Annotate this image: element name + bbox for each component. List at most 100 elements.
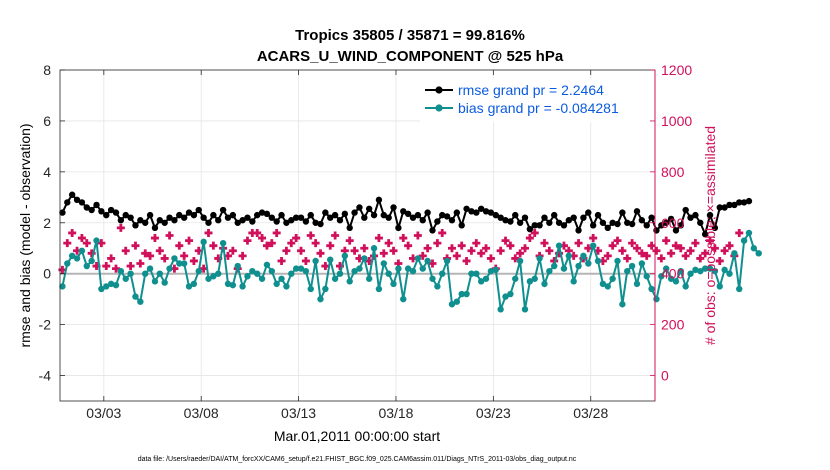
obs-assimilated-point [223, 251, 232, 260]
chart-title-line1: Tropics 35805 / 35871 = 99.816% [295, 27, 525, 44]
bias-point [356, 265, 363, 272]
obs-assimilated-point [126, 262, 135, 271]
x-tick-label: 03/03 [86, 405, 121, 421]
rmse-point [215, 217, 222, 224]
bias-point [609, 275, 616, 282]
rmse-point [278, 211, 285, 219]
obs-assimilated-point [253, 228, 262, 237]
bias-point [229, 281, 237, 289]
bias-point [721, 266, 728, 274]
x-tick-label: 03/18 [378, 405, 413, 421]
rmse-point [331, 211, 339, 219]
rmse-point [268, 214, 276, 221]
bias-point [249, 267, 256, 275]
rmse-point [692, 211, 699, 219]
bias-point [292, 265, 300, 272]
rmse-point [453, 209, 461, 216]
obs-assimilated-point [423, 244, 432, 253]
legend-box [420, 78, 650, 122]
rmse-point [205, 219, 212, 226]
rmse-point [736, 199, 743, 206]
obs-assimilated-point [365, 256, 374, 265]
x-tick-label: 03/28 [573, 405, 608, 421]
obs-assimilated-point [306, 231, 315, 240]
rmse-point [234, 219, 241, 226]
rmse-point [409, 214, 417, 221]
rmse-point [176, 211, 183, 219]
obs-assimilated-point [540, 239, 549, 248]
bias-point [687, 270, 694, 277]
obs-assimilated-point [735, 228, 744, 237]
rmse-point [497, 214, 504, 221]
rmse-point [609, 219, 616, 226]
obs-assimilated-point [272, 228, 281, 237]
obs-assimilated-point [623, 254, 632, 263]
obs-assimilated-point [287, 239, 296, 248]
rmse-point [482, 208, 490, 215]
bias-point [234, 262, 241, 270]
bias-point [419, 265, 426, 272]
y-axis-label-left: rmse and bias (model - observation) [17, 123, 33, 347]
obs-assimilated-point [520, 244, 529, 253]
bias-point [429, 275, 436, 282]
obs-assimilated-point [335, 262, 344, 271]
bias-point [555, 242, 563, 249]
data-layer [58, 191, 762, 313]
x-tick-label: 03/13 [281, 405, 316, 421]
rmse-point [365, 205, 373, 212]
bias-point [560, 265, 568, 272]
bias-point [521, 306, 529, 313]
obs-assimilated-point [706, 236, 715, 245]
bias-point [409, 267, 417, 275]
bias-point [711, 267, 719, 275]
rmse-point [594, 211, 602, 219]
bias-point [297, 265, 305, 272]
obs-assimilated-point [73, 246, 82, 255]
obs-assimilated-point [297, 246, 306, 255]
bias-point [697, 267, 704, 275]
obs-assimilated-point [506, 241, 515, 250]
rmse-point [458, 222, 465, 229]
rmse-point [83, 204, 90, 211]
rmse-point [273, 218, 280, 225]
bias-point [200, 238, 207, 246]
obs-assimilated-point [394, 259, 403, 268]
bias-point [268, 267, 276, 275]
rmse-point [370, 211, 378, 219]
bias-point [414, 255, 422, 262]
bias-point [648, 285, 655, 293]
bias-point [278, 275, 285, 282]
bias-point [361, 255, 368, 262]
rmse-point [249, 218, 256, 225]
y-tick-label-left: -4 [39, 368, 52, 384]
bias-point [73, 255, 81, 262]
bias-point [263, 261, 271, 268]
obs-assimilated-point [530, 228, 539, 237]
y-tick-label-left: 4 [43, 164, 51, 180]
rmse-point [380, 211, 387, 219]
obs-assimilated-point [258, 234, 267, 243]
obs-assimilated-point [594, 246, 603, 255]
obs-assimilated-point [710, 244, 719, 253]
bias-point [210, 273, 217, 280]
rmse-point [317, 220, 324, 228]
rmse-point [132, 222, 139, 229]
rmse-point [477, 205, 485, 212]
bias-point [434, 283, 441, 290]
bias-point [633, 280, 641, 288]
obs-assimilated-point [389, 246, 398, 255]
obs-assimilated-point [384, 239, 393, 248]
rmse-point [312, 219, 319, 226]
obs-assimilated-point [170, 264, 179, 273]
bias-point [716, 283, 723, 290]
obs-assimilated-point [681, 251, 690, 260]
bias-point [594, 257, 602, 265]
rmse-point [424, 209, 431, 216]
rmse-point [599, 219, 607, 226]
rmse-point [726, 201, 733, 209]
bias-point [215, 270, 222, 277]
obs-assimilated-point [374, 234, 383, 243]
obs-assimilated-point [160, 254, 169, 263]
bias-point [346, 278, 353, 285]
